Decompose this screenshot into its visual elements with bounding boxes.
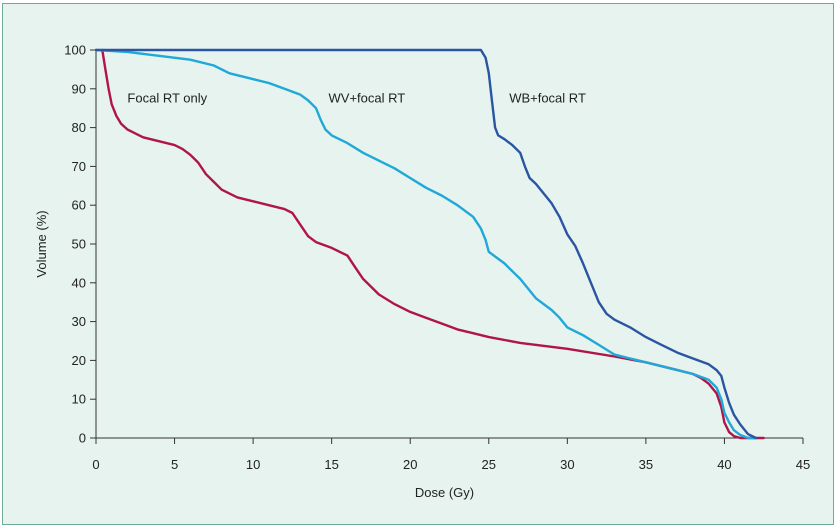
series-annotation: Focal RT only [127,91,207,106]
x-tick-label: 5 [171,457,178,472]
y-tick-label: 50 [72,237,86,252]
y-tick-label: 20 [72,353,86,368]
y-tick-label: 100 [64,43,86,58]
x-tick-label: 45 [796,457,810,472]
y-tick-label: 70 [72,159,86,174]
y-tick-label: 60 [72,198,86,213]
y-tick-label: 10 [72,392,86,407]
series-labels: Focal RT only WV+focal RT WB+focal RT [127,91,586,106]
y-tick-label: 0 [79,431,86,446]
x-tick-label: 10 [246,457,260,472]
y-axis-ticks: 0 10 20 30 40 50 60 70 80 90 100 [64,43,96,446]
x-axis-title: Dose (Gy) [415,485,474,500]
y-axis-title: Volume (%) [34,210,49,277]
x-tick-label: 35 [639,457,653,472]
x-tick-label: 30 [560,457,574,472]
y-tick-label: 40 [72,275,86,290]
series-line-wb-focal-rt [94,48,758,440]
curves [94,48,765,440]
series-line-focal-rt-only [101,48,765,440]
series-line-wv-focal-rt [94,48,758,440]
x-axis-ticks: 0 5 10 15 20 25 30 35 40 45 [92,438,810,472]
y-tick-label: 30 [72,314,86,329]
x-tick-label: 20 [403,457,417,472]
x-tick-label: 0 [92,457,99,472]
series-annotation: WV+focal RT [329,91,406,106]
x-tick-label: 25 [482,457,496,472]
x-tick-label: 40 [717,457,731,472]
x-tick-label: 15 [324,457,338,472]
series-annotation: WB+focal RT [509,91,586,106]
y-tick-label: 80 [72,120,86,135]
y-tick-label: 90 [72,81,86,96]
axes [95,50,803,439]
